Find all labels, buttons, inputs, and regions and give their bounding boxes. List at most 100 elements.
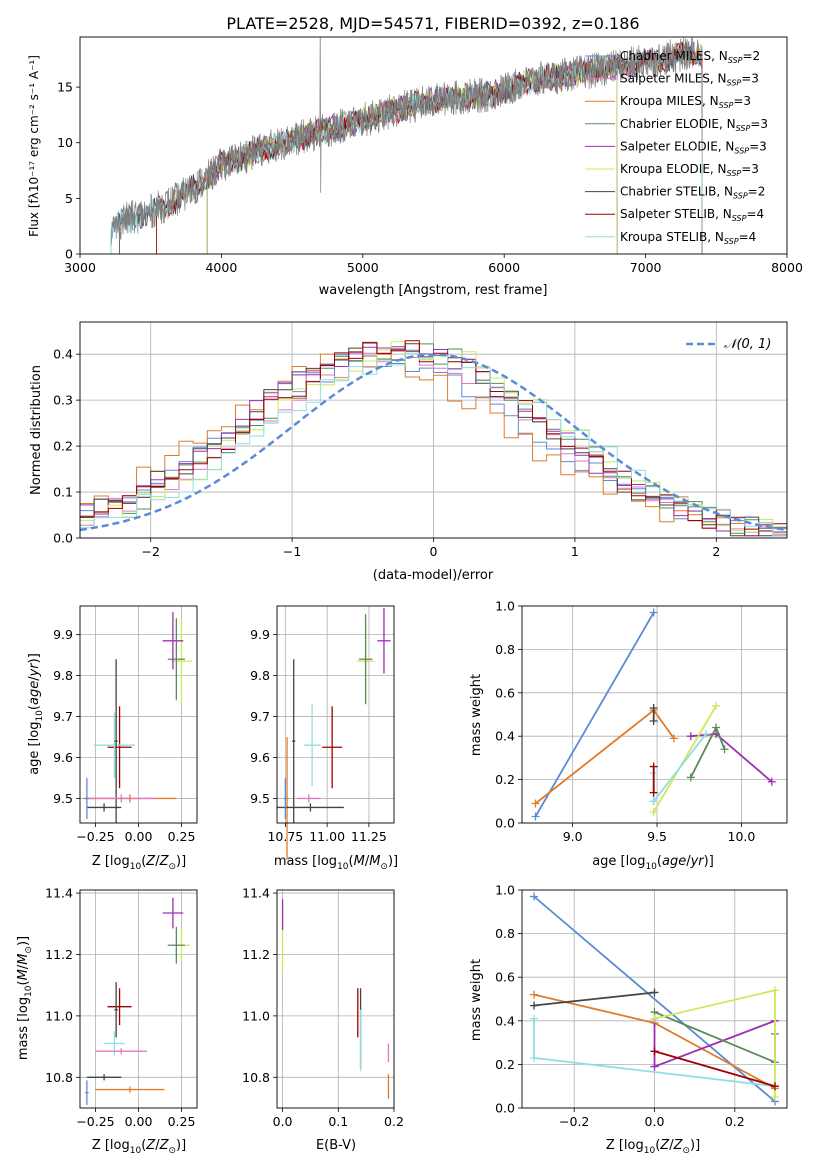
x-tick-label: 6000 <box>488 260 520 275</box>
errorbar-point <box>114 982 118 1038</box>
y-tick-label: 10.8 <box>45 1070 73 1085</box>
axes-frame <box>521 605 788 824</box>
x-tick-label: −2 <box>141 544 159 559</box>
weight-marker <box>530 892 539 901</box>
weight-marker <box>720 745 729 754</box>
x-tick-label: 7000 <box>630 260 662 275</box>
weight-marker <box>530 990 539 999</box>
age-vs-z-xlabel: Z [log10(Z/Z⊙)] <box>92 854 186 872</box>
y-tick-label: 9.8 <box>250 668 270 683</box>
y-tick-label: 0.0 <box>495 816 515 831</box>
x-tick-label: 0.25 <box>168 829 196 844</box>
weight-marker <box>650 1014 659 1023</box>
errorbar-point <box>377 608 391 674</box>
x-tick-label: 0.0 <box>645 1114 665 1129</box>
x-tick-label: 0.2 <box>384 1114 404 1129</box>
errorbar-point <box>86 1074 122 1081</box>
weight-series-line <box>533 991 655 1007</box>
y-tick-label: 0.4 <box>495 729 515 744</box>
weight-marker <box>649 717 658 726</box>
errorbar-point <box>359 1009 362 1072</box>
errorbar-point <box>107 706 132 789</box>
x-tick-label: −0.2 <box>559 1114 589 1129</box>
histogram-step <box>80 351 787 537</box>
residual-panel: −2 −1 0 1 2 0.0 0.1 0.2 0.3 0.4 (data-model)/erro… <box>29 321 788 583</box>
mass-vs-z-xlabel: Z [log10(Z/Z⊙)] <box>92 1138 186 1156</box>
weight-marker <box>701 730 710 739</box>
y-tick-label: 9.9 <box>250 627 270 642</box>
errorbar-point <box>162 612 184 670</box>
y-tick-label: 0.6 <box>495 970 515 985</box>
histogram-step <box>80 343 787 534</box>
y-tick-label: 9.7 <box>250 709 270 724</box>
errorbar-point <box>322 706 343 789</box>
legend-label: Chabrier ELODIE, NSSP=3 <box>620 117 768 133</box>
age-vs-z-panel: −0.25 0.00 0.25 9.5 9.6 9.7 9.8 9.9 Z [log10(Z/… <box>27 605 198 872</box>
residual-xlabel: (data-model)/error <box>373 568 494 583</box>
y-tick-label: 9.7 <box>53 709 73 724</box>
y-tick-label: 11.0 <box>45 1008 73 1023</box>
y-tick-label: 9.5 <box>250 791 270 806</box>
mass-vs-ebv-panel: 0.0 0.1 0.2 10.8 11.0 11.2 11.4 E(B-V) <box>242 886 404 1153</box>
y-tick-label: 0.2 <box>53 439 73 454</box>
errorbar-point <box>387 1043 390 1062</box>
mass-vs-z-ylabel: mass [log10(M/M⊙)] <box>16 936 34 1060</box>
y-tick-label: 0.0 <box>53 531 73 546</box>
y-tick-label: 0.8 <box>495 642 515 657</box>
y-tick-label: 9.6 <box>53 750 73 765</box>
axes-frame <box>276 889 395 1109</box>
x-tick-label: −0.25 <box>76 1114 114 1129</box>
errorbar-point <box>281 899 284 930</box>
weight-marker <box>649 608 658 617</box>
weight-marker <box>767 777 776 786</box>
legend-label: Chabrier STELIB, NSSP=2 <box>620 185 765 201</box>
legend-label: Chabrier MILES, NSSP=2 <box>620 49 760 65</box>
weight-marker <box>669 734 678 743</box>
x-tick-label: 4000 <box>205 260 237 275</box>
weight-series-line <box>652 733 707 804</box>
x-tick-label: 10.75 <box>267 829 303 844</box>
x-tick-label: 9.0 <box>563 829 583 844</box>
x-tick-label: 0.25 <box>168 1114 196 1129</box>
errorbar-point <box>107 988 132 1026</box>
x-tick-label: 0.00 <box>125 829 153 844</box>
errorbar-point <box>303 704 321 787</box>
weight-marker <box>686 773 695 782</box>
weight-series-line <box>652 705 717 813</box>
y-tick-label: 9.5 <box>53 791 73 806</box>
gaussian-legend-label: 𝒩(0, 1) <box>724 337 771 352</box>
x-tick-label: −0.25 <box>76 829 114 844</box>
weight-marker <box>650 1047 659 1056</box>
histogram-step <box>80 353 787 537</box>
x-tick-label: 8000 <box>771 260 803 275</box>
x-tick-label: 11.00 <box>309 829 345 844</box>
axes-frame <box>79 36 788 255</box>
y-tick-label: 0.8 <box>495 926 515 941</box>
y-tick-label: 11.2 <box>45 947 73 962</box>
axes-frame <box>521 889 788 1109</box>
errorbar-point <box>357 988 359 1038</box>
mass-vs-ebv-xlabel: E(B-V) <box>316 1138 356 1153</box>
weight-marker <box>649 762 658 771</box>
x-tick-label: 0.1 <box>328 1114 348 1129</box>
y-tick-label: 0.0 <box>495 1101 515 1116</box>
x-tick-label: 10.0 <box>728 829 756 844</box>
y-tick-label: 5 <box>65 191 73 206</box>
y-tick-label: 15 <box>57 80 73 95</box>
x-tick-label: 5000 <box>347 260 379 275</box>
weight-marker <box>770 1093 779 1102</box>
spectrum-panel: 3000 4000 5000 6000 7000 8000 0 5 10 15 wavelengt… <box>27 36 803 298</box>
y-tick-label: 0.2 <box>495 772 515 787</box>
x-tick-label: 0.2 <box>725 1114 745 1129</box>
x-tick-label: 2 <box>712 544 720 559</box>
errorbar-point <box>358 614 373 705</box>
weight-vs-age-panel: 9.0 9.5 10.0 0.0 0.2 0.4 0.6 0.8 1.0 age [log10(… <box>469 599 788 872</box>
errorbar-point <box>85 777 89 819</box>
x-tick-label: 9.5 <box>647 829 667 844</box>
errorbar-point <box>85 1080 89 1105</box>
mass-vs-z-panel: −0.25 0.00 0.25 10.8 11.0 11.2 11.4 Z [log10(Z… <box>16 886 198 1156</box>
legend-label: Kroupa ELODIE, NSSP=3 <box>620 162 759 178</box>
errorbar-point <box>93 712 136 778</box>
errorbar-point <box>171 620 192 703</box>
